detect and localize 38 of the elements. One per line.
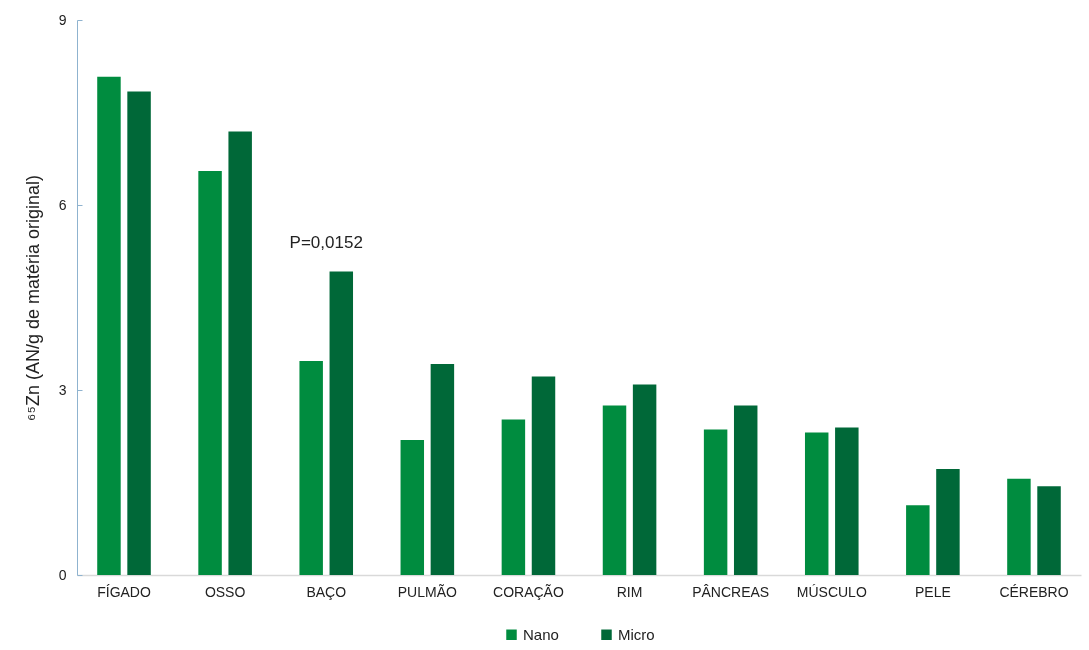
bar [906, 505, 930, 575]
bar [632, 384, 657, 575]
bar [703, 429, 728, 575]
x-tick-label: MÚSCULO [796, 583, 867, 600]
y-tick-label: 9 [58, 11, 67, 28]
bar [400, 439, 425, 575]
x-tick-label: CORAÇÃO [493, 583, 564, 600]
bar [602, 405, 627, 575]
y-axis-title: ⁶⁵Zn (AN/g de matéria original) [22, 175, 43, 421]
bar [531, 376, 556, 575]
x-tick-label: FÍGADO [97, 583, 151, 600]
y-tick-label: 3 [58, 381, 67, 398]
bar [1007, 478, 1031, 575]
y-tick-label: 0 [58, 566, 67, 583]
legend-label: Micro [618, 625, 655, 643]
x-tick-label: RIM [616, 583, 643, 600]
y-tick-label: 6 [58, 196, 67, 213]
bar [430, 364, 455, 575]
bar [127, 91, 151, 575]
bar [299, 361, 323, 575]
legend-label: Nano [523, 625, 559, 643]
bar [97, 76, 121, 575]
x-tick-label: OSSO [204, 583, 246, 600]
bar [198, 171, 222, 575]
bar [228, 131, 252, 575]
x-tick-label: BAÇO [306, 583, 347, 600]
bar [329, 271, 354, 575]
bar [936, 468, 960, 575]
bar [1037, 486, 1061, 575]
bar [501, 419, 526, 575]
annotation: P=0,0152 [289, 232, 363, 252]
bar [804, 432, 829, 575]
bar [733, 405, 758, 575]
bar [835, 427, 859, 575]
x-tick-label: CÉREBRO [999, 583, 1069, 600]
x-tick-label: PELE [914, 583, 951, 600]
x-tick-label: PULMÃO [397, 583, 458, 600]
x-tick-label: PÂNCREAS [692, 583, 770, 600]
